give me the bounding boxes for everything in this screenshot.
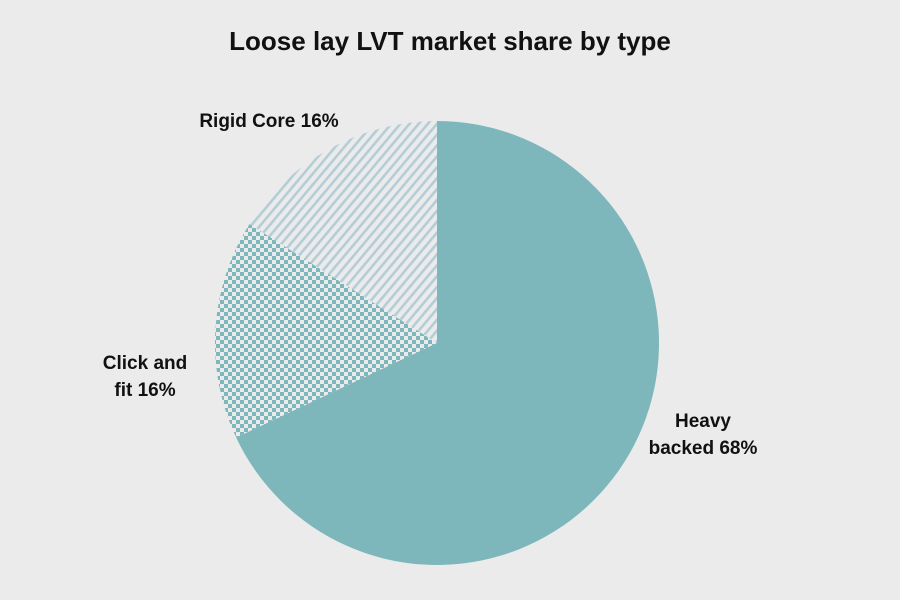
- pie-slice-click-and-fit: [215, 224, 437, 438]
- pie-slice-rigid-core: [249, 121, 437, 343]
- slice-label-line: fit 16%: [114, 380, 176, 401]
- slice-label-line: Heavy: [675, 411, 731, 432]
- slice-label-heavy-backed: Heavy backed 68%: [628, 408, 778, 462]
- pie-slice-heavy-backed: [236, 121, 660, 566]
- slice-label-click-and-fit: Click and fit 16%: [70, 350, 220, 404]
- slice-label-line: Rigid Core 16%: [199, 111, 339, 132]
- chart-title: Loose lay LVT market share by type: [229, 26, 671, 56]
- slice-label-line: backed 68%: [648, 438, 758, 459]
- slice-label-rigid-core: Rigid Core 16%: [184, 108, 354, 135]
- slice-label-line: Click and: [102, 353, 188, 374]
